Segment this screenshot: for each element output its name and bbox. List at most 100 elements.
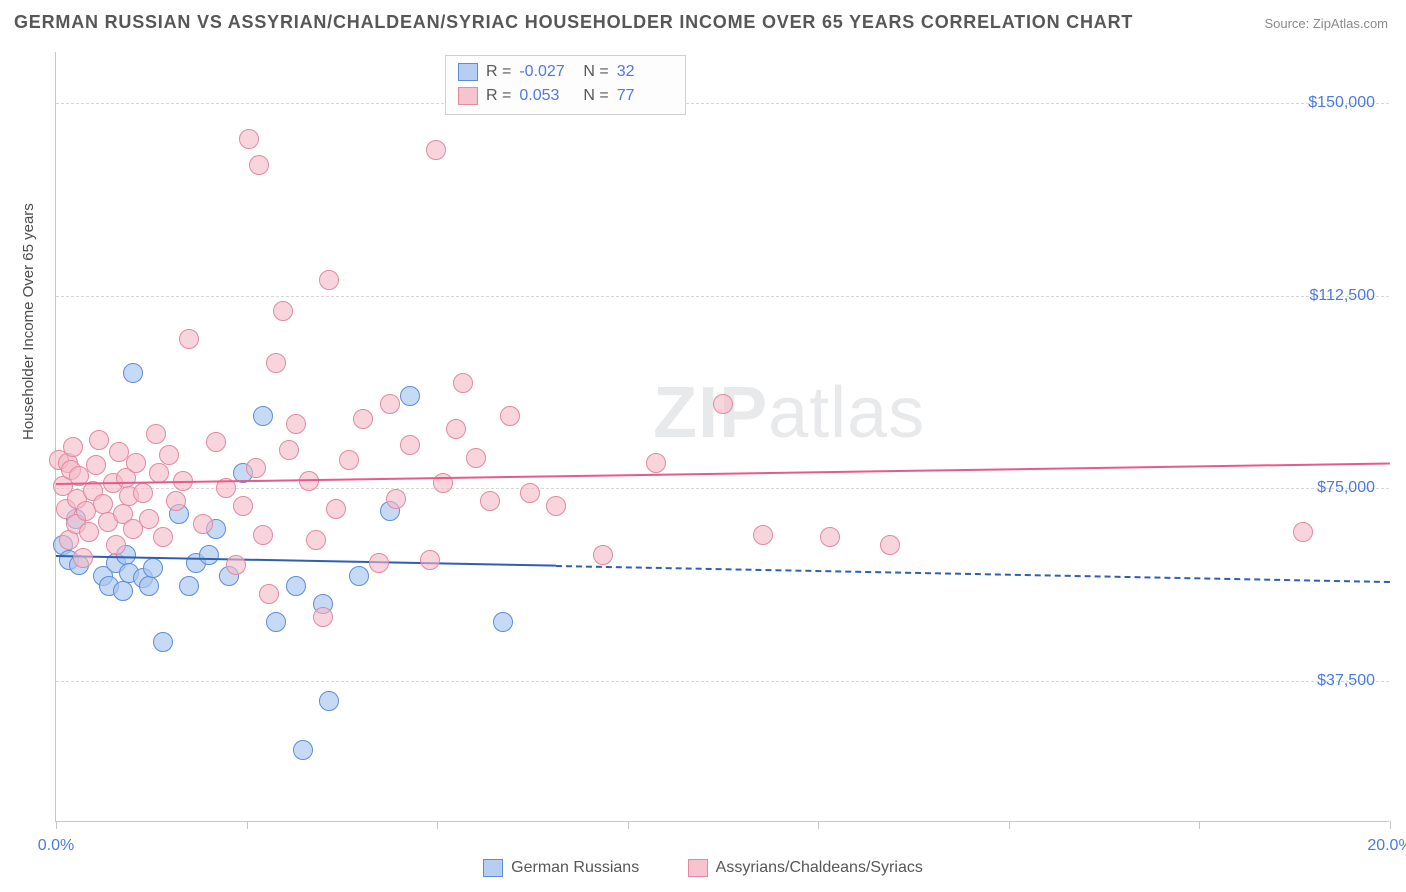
watermark-atlas: atlas	[768, 373, 925, 453]
data-point	[279, 440, 299, 460]
n-value-b: 77	[617, 84, 673, 108]
gridline	[56, 681, 1389, 682]
data-point	[89, 430, 109, 450]
data-point	[426, 140, 446, 160]
r-value-b: 0.053	[519, 84, 575, 108]
data-point	[106, 535, 126, 555]
legend-series: German Russians Assyrians/Chaldeans/Syri…	[0, 859, 1406, 882]
x-tick	[1009, 821, 1010, 829]
data-point	[326, 499, 346, 519]
data-point	[146, 424, 166, 444]
data-point	[546, 496, 566, 516]
data-point	[493, 612, 513, 632]
data-point	[63, 437, 83, 457]
data-point	[293, 740, 313, 760]
data-point	[466, 448, 486, 468]
y-tick-label: $75,000	[1317, 479, 1375, 497]
data-point	[259, 584, 279, 604]
data-point	[880, 535, 900, 555]
data-point	[199, 545, 219, 565]
data-point	[133, 483, 153, 503]
data-point	[593, 545, 613, 565]
data-point	[193, 514, 213, 534]
x-tick	[628, 821, 629, 829]
swatch-german-russians	[458, 63, 478, 81]
data-point	[353, 409, 373, 429]
data-point	[646, 453, 666, 473]
source-label: Source: ZipAtlas.com	[1264, 16, 1388, 31]
data-point	[453, 373, 473, 393]
r-label: R =	[486, 60, 511, 84]
regression-line	[556, 565, 1390, 583]
data-point	[86, 455, 106, 475]
series-name-b: Assyrians/Chaldeans/Syriacs	[716, 859, 923, 877]
data-point	[420, 550, 440, 570]
r-label: R =	[486, 84, 511, 108]
data-point	[713, 394, 733, 414]
data-point	[339, 450, 359, 470]
swatch-assyrians	[458, 87, 478, 105]
n-label: N =	[583, 60, 608, 84]
data-point	[153, 527, 173, 547]
data-point	[113, 581, 133, 601]
data-point	[79, 522, 99, 542]
data-point	[1293, 522, 1313, 542]
data-point	[349, 566, 369, 586]
y-tick-label: $112,500	[1309, 287, 1375, 305]
x-tick	[437, 821, 438, 829]
data-point	[249, 155, 269, 175]
n-label: N =	[583, 84, 608, 108]
data-point	[149, 463, 169, 483]
data-point	[400, 435, 420, 455]
y-tick-label: $37,500	[1317, 672, 1375, 690]
data-point	[520, 483, 540, 503]
data-point	[139, 576, 159, 596]
data-point	[266, 353, 286, 373]
x-tick	[818, 821, 819, 829]
data-point	[266, 612, 286, 632]
legend-item-a: German Russians	[483, 859, 639, 877]
legend-row-b: R = 0.053 N = 77	[458, 84, 673, 108]
data-point	[253, 525, 273, 545]
data-point	[93, 494, 113, 514]
data-point	[226, 555, 246, 575]
swatch-assyrians	[688, 859, 708, 877]
n-value-a: 32	[617, 60, 673, 84]
data-point	[139, 509, 159, 529]
data-point	[400, 386, 420, 406]
data-point	[143, 558, 163, 578]
data-point	[253, 406, 273, 426]
data-point	[386, 489, 406, 509]
data-point	[306, 530, 326, 550]
data-point	[123, 363, 143, 383]
x-tick	[1390, 821, 1391, 829]
data-point	[159, 445, 179, 465]
watermark-zip: ZIP	[653, 373, 768, 453]
data-point	[319, 270, 339, 290]
data-point	[206, 432, 226, 452]
data-point	[73, 548, 93, 568]
r-value-a: -0.027	[519, 60, 575, 84]
plot-area: ZIPatlas $37,500 $75,000 $112,500 $150,000 0…	[55, 52, 1389, 822]
legend-row-a: R = -0.027 N = 32	[458, 60, 673, 84]
data-point	[500, 406, 520, 426]
data-point	[380, 394, 400, 414]
data-point	[480, 491, 500, 511]
chart-title: GERMAN RUSSIAN VS ASSYRIAN/CHALDEAN/SYRI…	[14, 12, 1133, 33]
data-point	[446, 419, 466, 439]
swatch-german-russians	[483, 859, 503, 877]
series-name-a: German Russians	[511, 859, 639, 877]
gridline	[56, 103, 1389, 104]
x-tick-label: 20.0%	[1367, 837, 1406, 855]
x-tick	[56, 821, 57, 829]
x-tick	[1199, 821, 1200, 829]
y-tick-label: $150,000	[1308, 94, 1375, 112]
data-point	[179, 576, 199, 596]
legend-correlation: R = -0.027 N = 32 R = 0.053 N = 77	[445, 55, 686, 115]
data-point	[286, 414, 306, 434]
data-point	[319, 691, 339, 711]
x-tick-label: 0.0%	[38, 837, 74, 855]
data-point	[233, 496, 253, 516]
watermark: ZIPatlas	[653, 372, 925, 454]
gridline	[56, 296, 1389, 297]
